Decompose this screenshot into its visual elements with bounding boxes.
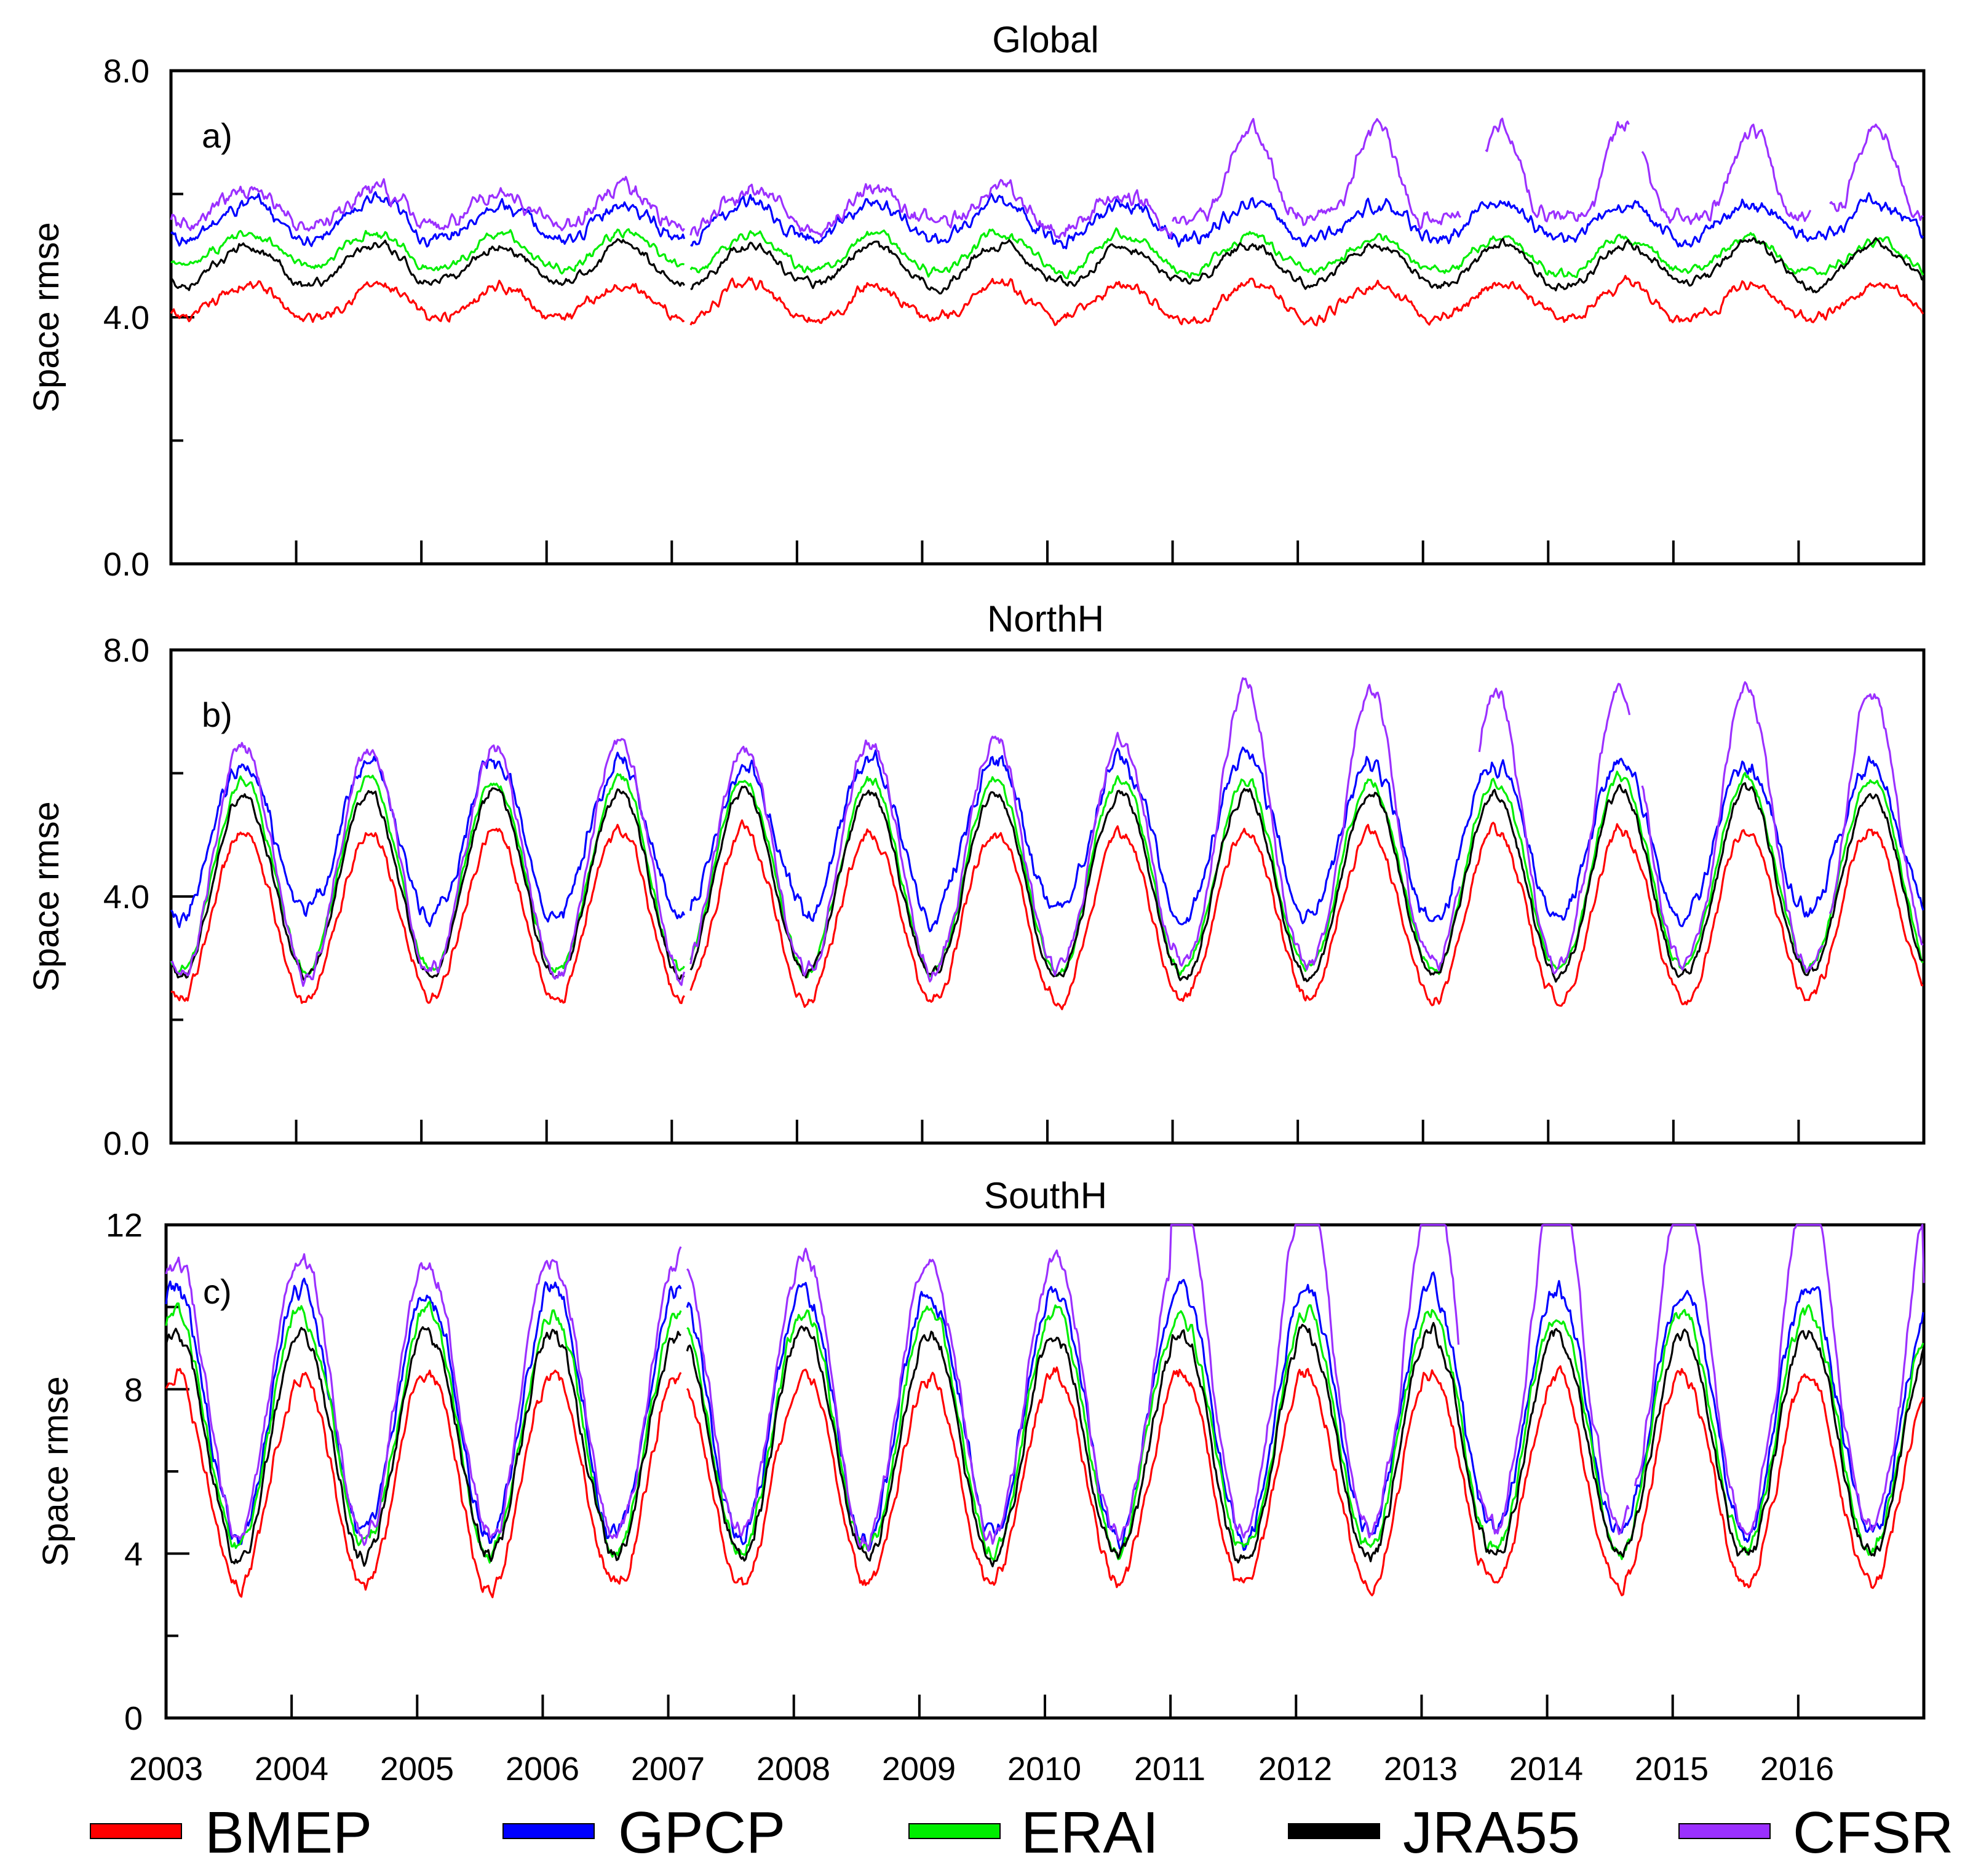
x-tick-label-2009: 2009	[882, 1751, 956, 1787]
y-tick-labels-northh: 0.0 4.0 8.0	[103, 632, 149, 1162]
panel-title-northh: NorthH	[987, 598, 1104, 639]
panel-title-global: Global	[992, 19, 1098, 60]
panel-title-southh: SouthH	[984, 1175, 1107, 1216]
y-tick-label: 4.0	[103, 299, 149, 336]
axis-ticks-southh	[166, 1224, 1800, 1719]
legend-swatch-jra55	[1288, 1823, 1380, 1839]
y-tick-labels-southh: 0 4 8 12	[106, 1207, 143, 1737]
y-axis-label-northh: Space rmse	[26, 801, 66, 991]
legend-item-bmep: BMEP	[90, 1800, 372, 1866]
series-line-jra55-northh-seg0	[170, 787, 685, 982]
series-lines-global	[170, 117, 1924, 327]
series-line-gpcp-southh-seg0	[165, 1277, 682, 1546]
panel-global: Global a) Space rmse 0.0 4.0 8.0	[26, 19, 1926, 583]
panel-letter-global: a)	[202, 116, 232, 155]
series-line-gpcp-global-seg1	[690, 192, 1924, 250]
x-tick-label-2013: 2013	[1384, 1751, 1458, 1787]
series-line-cfsr-northh-seg1	[689, 677, 1461, 983]
panel-northh: NorthH b) Space rmse 0.0 4.0 8.0	[26, 598, 1926, 1162]
legend: BMEP GPCP ERAI JRA55 CFSR	[90, 1800, 1953, 1866]
series-lines-northh	[170, 677, 1924, 1010]
series-line-cfsr-global-seg2	[1172, 117, 1461, 230]
x-tick-label-2006: 2006	[506, 1751, 579, 1787]
legend-label-erai: ERAI	[1021, 1800, 1159, 1866]
x-tick-label-2004: 2004	[255, 1751, 328, 1787]
x-tick-labels: 2003 2004 2005 2006 2007 2008 2009 2010 …	[129, 1751, 1834, 1787]
series-line-bmep-northh-seg1	[689, 819, 1924, 1010]
series-line-cfsr-southh-seg1	[686, 1224, 1460, 1552]
series-line-erai-global-seg1	[689, 227, 1924, 280]
series-line-jra55-global-seg0	[170, 238, 685, 291]
legend-swatch-bmep	[90, 1823, 182, 1839]
series-line-cfsr-southh-seg3	[1634, 1224, 1925, 1535]
legend-item-gpcp: GPCP	[502, 1800, 785, 1866]
series-line-cfsr-northh-seg0	[170, 738, 686, 987]
x-tick-label-2003: 2003	[129, 1751, 203, 1787]
x-tick-label-2008: 2008	[756, 1751, 830, 1787]
series-line-gpcp-northh-seg0	[170, 751, 686, 928]
series-line-gpcp-global-seg0	[170, 191, 686, 248]
y-tick-label: 4.0	[103, 879, 149, 916]
series-line-jra55-northh-seg1	[689, 782, 1923, 983]
series-line-cfsr-global-seg5	[1829, 123, 1924, 221]
series-line-cfsr-southh-seg0	[165, 1246, 682, 1546]
series-line-cfsr-northh-seg4	[1828, 693, 1924, 946]
series-line-bmep-southh-seg0	[165, 1367, 682, 1599]
series-line-cfsr-global-seg4	[1641, 124, 1812, 225]
y-axis-label-global: Space rmse	[26, 222, 66, 412]
y-tick-label: 0	[124, 1700, 143, 1737]
x-tick-label-2012: 2012	[1258, 1751, 1332, 1787]
series-line-erai-southh-seg1	[686, 1304, 1924, 1563]
y-tick-label: 12	[106, 1207, 143, 1244]
series-line-jra55-southh-seg1	[686, 1321, 1924, 1567]
x-tick-label-2005: 2005	[380, 1751, 454, 1787]
series-line-cfsr-global-seg1	[689, 179, 1173, 239]
panel-letter-northh: b)	[202, 695, 232, 734]
series-line-bmep-southh-seg1	[686, 1365, 1924, 1597]
series-line-cfsr-northh-seg2	[1478, 683, 1631, 975]
series-line-cfsr-global-seg3	[1485, 117, 1630, 223]
legend-item-erai: ERAI	[908, 1800, 1159, 1866]
series-line-bmep-northh-seg0	[170, 823, 685, 1005]
series-line-jra55-southh-seg0	[165, 1326, 681, 1567]
y-axis-label-southh: Space rmse	[36, 1376, 76, 1566]
y-tick-label: 8.0	[103, 632, 149, 669]
x-tick-label-2016: 2016	[1760, 1751, 1834, 1787]
legend-label-jra55: JRA55	[1403, 1800, 1580, 1866]
legend-item-jra55: JRA55	[1288, 1800, 1580, 1866]
legend-swatch-gpcp	[502, 1823, 595, 1839]
series-line-cfsr-southh-seg2	[1477, 1224, 1630, 1535]
legend-swatch-erai	[908, 1823, 1001, 1839]
y-tick-label: 0.0	[103, 546, 149, 583]
legend-label-cfsr: CFSR	[1793, 1800, 1953, 1866]
legend-item-cfsr: CFSR	[1678, 1800, 1953, 1866]
legend-label-gpcp: GPCP	[618, 1800, 785, 1866]
series-lines-southh	[165, 1224, 1925, 1599]
y-tick-labels-global: 0.0 4.0 8.0	[103, 53, 149, 583]
x-tick-label-2011: 2011	[1134, 1751, 1205, 1787]
y-tick-label: 8	[124, 1372, 143, 1409]
legend-swatch-cfsr	[1678, 1823, 1771, 1839]
panel-southh: SouthH c) Space rmse 0 4 8 12	[36, 1175, 1926, 1737]
x-tick-label-2014: 2014	[1509, 1751, 1583, 1787]
axis-ticks-northh	[171, 649, 1800, 1144]
legend-label-bmep: BMEP	[205, 1800, 372, 1866]
y-tick-label: 8.0	[103, 53, 149, 90]
y-tick-label: 0.0	[103, 1125, 149, 1162]
x-tick-label-2015: 2015	[1635, 1751, 1709, 1787]
series-line-bmep-global-seg0	[170, 279, 685, 323]
y-tick-label: 4	[124, 1536, 143, 1573]
series-line-erai-global-seg0	[170, 228, 685, 275]
series-line-cfsr-northh-seg3	[1641, 681, 1824, 973]
series-line-gpcp-southh-seg1	[686, 1271, 1924, 1552]
series-line-jra55-global-seg1	[690, 237, 1924, 295]
panel-letter-southh: c)	[203, 1272, 232, 1311]
series-line-cfsr-global-seg0	[170, 176, 685, 232]
series-line-bmep-global-seg1	[689, 275, 1924, 327]
x-tick-label-2007: 2007	[631, 1751, 705, 1787]
x-tick-label-2010: 2010	[1007, 1751, 1081, 1787]
axis-ticks-global	[171, 69, 1800, 565]
